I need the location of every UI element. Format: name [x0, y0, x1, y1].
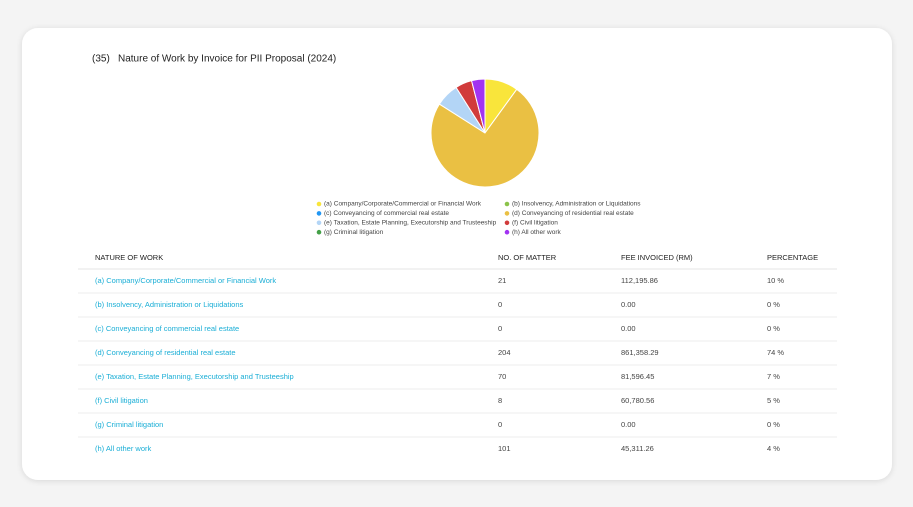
chart-title: Nature of Work by Invoice for PII Propos…: [118, 54, 336, 65]
legend-swatch: [316, 220, 322, 226]
legend-label: (d) Conveyancing of residential real est…: [512, 210, 634, 217]
table-cell: 0.00: [621, 420, 636, 429]
table-cell: 0 %: [767, 324, 780, 333]
chart-number: (35): [92, 54, 110, 65]
table-cell: 4 %: [767, 444, 780, 453]
table-cell: 0: [498, 300, 502, 309]
row-link[interactable]: (f) Civil litigation: [95, 396, 148, 405]
table-cell: 70: [498, 372, 506, 381]
table-cell: 861,358.29: [621, 348, 659, 357]
row-link[interactable]: (h) All other work: [95, 444, 152, 453]
legend-label: (b) Insolvency, Administration or Liquid…: [512, 201, 641, 208]
table-cell: 5 %: [767, 396, 780, 405]
table-header: NO. OF MATTER: [498, 253, 557, 262]
legend-label: (a) Company/Corporate/Commercial or Fina…: [324, 201, 482, 208]
row-link[interactable]: (e) Taxation, Estate Planning, Executors…: [95, 372, 294, 381]
legend-swatch: [316, 201, 322, 207]
table-cell: 0 %: [767, 300, 780, 309]
card: [22, 28, 892, 480]
legend-label: (h) All other work: [512, 229, 562, 236]
legend-label: (c) Conveyancing of commercial real esta…: [324, 210, 449, 217]
table-cell: 112,195.86: [621, 276, 658, 285]
row-link[interactable]: (d) Conveyancing of residential real est…: [95, 348, 236, 357]
legend-label: (e) Taxation, Estate Planning, Executors…: [324, 220, 497, 227]
table-header: PERCENTAGE: [767, 253, 818, 262]
row-link[interactable]: (g) Criminal litigation: [95, 420, 163, 429]
table-cell: 45,311.26: [621, 444, 654, 453]
table-cell: 10 %: [767, 276, 784, 285]
legend-label: (f) Civil litigation: [512, 220, 558, 227]
table-header: FEE INVOICED (RM): [621, 253, 693, 262]
legend-swatch: [504, 220, 510, 226]
table-cell: 204: [498, 348, 511, 357]
legend-label: (g) Criminal litigation: [324, 229, 384, 236]
table-cell: 0: [498, 324, 502, 333]
table-header: NATURE OF WORK: [95, 253, 163, 262]
legend-swatch: [504, 229, 510, 235]
table-cell: 0: [498, 420, 502, 429]
table-cell: 0.00: [621, 300, 636, 309]
table-cell: 8: [498, 396, 502, 405]
row-link[interactable]: (b) Insolvency, Administration or Liquid…: [95, 300, 244, 309]
table-cell: 81,596.45: [621, 372, 654, 381]
legend-swatch: [316, 211, 322, 216]
legend-swatch: [504, 201, 510, 207]
table-cell: 60,780.56: [621, 396, 654, 405]
legend-swatch: [316, 229, 322, 235]
table-cell: 101: [498, 444, 511, 453]
table-cell: 74 %: [767, 348, 784, 357]
table-cell: 21: [498, 276, 506, 285]
row-link[interactable]: (c) Conveyancing of commercial real esta…: [95, 324, 239, 333]
table-cell: 7 %: [767, 372, 780, 381]
pie-slice: [470, 78, 486, 134]
table-cell: 0 %: [767, 420, 780, 429]
table-cell: 0.00: [621, 324, 636, 333]
row-link[interactable]: (a) Company/Corporate/Commercial or Fina…: [95, 276, 276, 285]
legend-swatch: [504, 211, 510, 216]
pie-slice: [430, 88, 540, 188]
